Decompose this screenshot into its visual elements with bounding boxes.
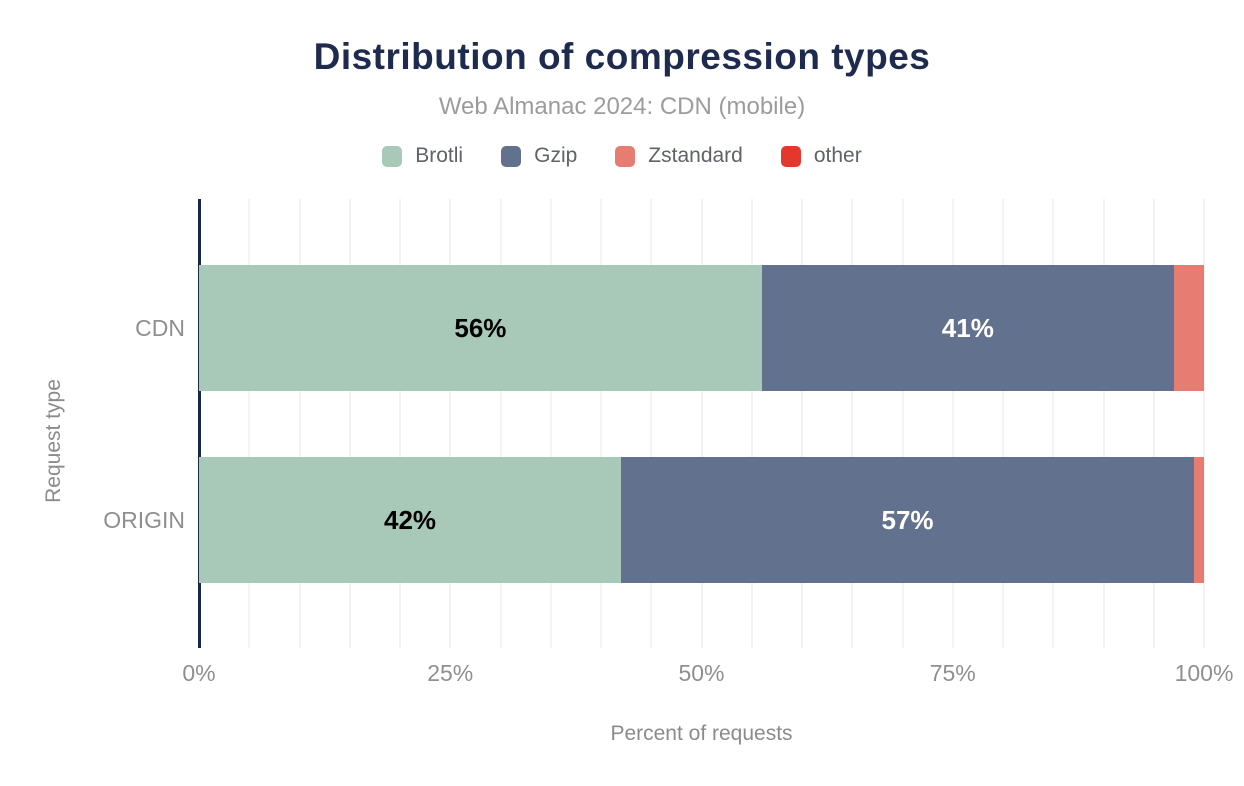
bar-segment-zstandard-origin[interactable] [1193, 457, 1204, 583]
plot-area: 56% 41% 42% 57% [198, 199, 1205, 648]
bar-segment-gzip-origin[interactable]: 57% [621, 457, 1194, 583]
x-tick-50: 50% [678, 660, 725, 686]
gridline [700, 199, 703, 648]
gridline [650, 199, 653, 648]
bar-segment-brotli-origin[interactable]: 42% [199, 457, 622, 583]
category-label-origin: ORIGIN [103, 507, 185, 533]
gridline [549, 199, 552, 648]
gridline [951, 199, 954, 648]
x-tick-75: 75% [929, 660, 976, 686]
x-tick-25: 25% [427, 660, 474, 686]
legend-item-gzip[interactable]: Gzip [501, 144, 577, 168]
brotli-swatch-icon [382, 145, 403, 167]
legend-label-gzip: Gzip [534, 144, 578, 167]
bar-segment-brotli-cdn[interactable]: 56% [199, 265, 762, 391]
gridline [801, 199, 803, 648]
legend-label-other: other [813, 144, 862, 167]
category-label-cdn: CDN [135, 315, 185, 341]
chart-title: Distribution of compression types [313, 36, 931, 77]
gridline [399, 199, 401, 648]
other-swatch-icon [780, 145, 801, 167]
legend-label-zstandard: Zstandard [648, 144, 743, 167]
x-tick-0: 0% [182, 660, 216, 686]
legend-item-other[interactable]: other [780, 144, 862, 168]
chart-subtitle: Web Almanac 2024: CDN (mobile) [438, 93, 806, 120]
gridline [750, 199, 753, 648]
bar-value-label: 42% [384, 504, 437, 535]
x-axis-ticks: 0% 25% 50% 75% 100% [182, 660, 1233, 688]
gzip-swatch-icon [501, 145, 522, 167]
bar-cdn: 56% 41% [199, 265, 1204, 391]
bar-value-label: 41% [941, 312, 994, 343]
gridline [1203, 199, 1205, 648]
gridline [851, 199, 854, 648]
y-axis-line [198, 199, 201, 648]
gridline [248, 199, 251, 648]
legend-item-brotli[interactable]: Brotli [382, 144, 463, 168]
bar-value-label: 56% [454, 312, 507, 343]
x-axis-title: Percent of requests [610, 722, 793, 745]
legend: Brotli Gzip Zstandard other [0, 144, 1244, 168]
bar-segment-gzip-cdn[interactable]: 41% [761, 265, 1174, 391]
gridline [600, 199, 602, 648]
bar-origin: 42% 57% [199, 457, 1204, 583]
gridline [298, 199, 301, 648]
gridline [901, 199, 904, 648]
bar-value-label: 57% [881, 504, 934, 535]
bar-segment-zstandard-cdn[interactable] [1173, 265, 1204, 391]
gridline [1002, 199, 1004, 648]
zstandard-swatch-icon [615, 145, 636, 167]
gridline [1102, 199, 1105, 648]
legend-label-brotli: Brotli [415, 144, 464, 167]
gridline [1152, 199, 1155, 648]
x-tick-100: 100% [1174, 660, 1234, 686]
legend-item-zstandard[interactable]: Zstandard [615, 144, 743, 168]
gridline [1052, 199, 1055, 648]
gridline [449, 199, 452, 648]
gridline [348, 199, 351, 648]
gridline [499, 199, 502, 648]
y-axis-title: Request type [42, 379, 65, 503]
